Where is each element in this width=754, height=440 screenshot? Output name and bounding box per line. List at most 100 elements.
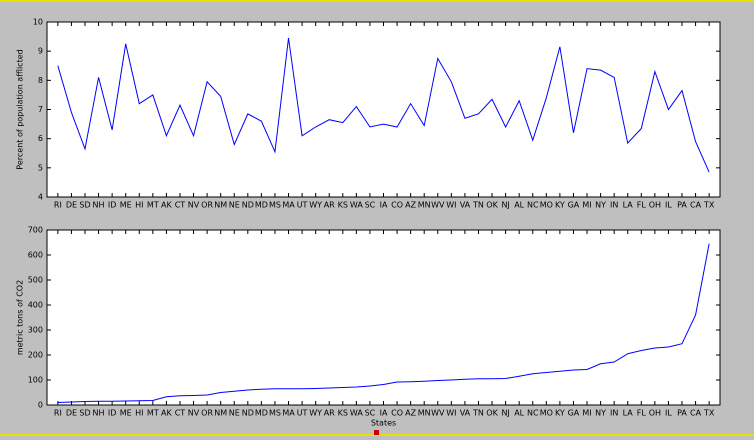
x-tick-label: CO xyxy=(391,201,403,210)
x-axis-label: States xyxy=(371,419,396,428)
x-tick-label: CA xyxy=(690,409,702,418)
y-tick-label: 700 xyxy=(28,226,43,235)
x-tick-label: OH xyxy=(649,201,661,210)
x-tick-label: VA xyxy=(460,201,471,210)
x-tick-label: HI xyxy=(135,201,143,210)
x-tick-label: NC xyxy=(527,409,539,418)
y-tick-label: 100 xyxy=(28,376,43,385)
x-tick-label: SC xyxy=(365,201,376,210)
x-tick-label: SD xyxy=(79,409,90,418)
x-tick-label: MN xyxy=(418,409,431,418)
x-tick-label: MT xyxy=(147,201,159,210)
x-tick-label: AZ xyxy=(405,201,416,210)
x-tick-label: OK xyxy=(486,409,498,418)
x-tick-label: TX xyxy=(703,409,715,418)
x-tick-label: FL xyxy=(637,201,647,210)
x-tick-label: NV xyxy=(188,409,200,418)
top-border xyxy=(0,0,754,2)
x-tick-label: WI xyxy=(446,409,456,418)
x-tick-label: AR xyxy=(324,409,335,418)
x-tick-label: AZ xyxy=(405,409,416,418)
y-tick-label: 10 xyxy=(33,18,43,27)
x-tick-label: NY xyxy=(595,201,606,210)
y-tick-label: 300 xyxy=(28,326,43,335)
x-tick-label: NV xyxy=(188,201,200,210)
x-tick-label: OR xyxy=(201,201,213,210)
plot-area xyxy=(47,230,720,405)
x-tick-label: NM xyxy=(214,201,227,210)
y-tick-label: 200 xyxy=(28,351,43,360)
x-tick-label: NJ xyxy=(501,409,509,418)
y-tick-label: 8 xyxy=(38,76,43,85)
x-tick-label: AK xyxy=(161,201,172,210)
x-tick-label: MI xyxy=(582,201,591,210)
x-tick-label: GA xyxy=(568,409,580,418)
resize-handle[interactable] xyxy=(374,430,379,435)
x-tick-label: ME xyxy=(120,201,132,210)
x-tick-label: MA xyxy=(282,409,295,418)
x-tick-label: UT xyxy=(297,201,308,210)
y-axis-label: Percent of population afflicted xyxy=(16,49,25,169)
y-tick-label: 5 xyxy=(38,163,43,172)
x-tick-label: PA xyxy=(677,201,687,210)
y-axis-label: metric tons of CO2 xyxy=(16,280,25,355)
x-tick-label: CA xyxy=(690,201,702,210)
x-tick-label: PA xyxy=(677,409,687,418)
x-tick-label: KS xyxy=(338,409,348,418)
x-tick-label: MN xyxy=(418,201,431,210)
x-tick-label: WY xyxy=(309,409,322,418)
y-tick-label: 6 xyxy=(38,134,43,143)
x-tick-label: WA xyxy=(350,201,363,210)
x-tick-label: IA xyxy=(380,201,388,210)
x-tick-label: WV xyxy=(431,201,445,210)
x-tick-label: NE xyxy=(229,409,240,418)
x-tick-label: MO xyxy=(540,201,553,210)
x-tick-label: KY xyxy=(555,409,565,418)
x-tick-label: FL xyxy=(637,409,647,418)
x-tick-label: TX xyxy=(703,201,715,210)
x-tick-label: UT xyxy=(297,409,308,418)
x-tick-label: VA xyxy=(460,409,471,418)
x-tick-label: KS xyxy=(338,201,348,210)
y-tick-label: 600 xyxy=(28,251,43,260)
x-tick-label: NC xyxy=(527,201,539,210)
x-tick-label: OR xyxy=(201,409,213,418)
data-line xyxy=(57,243,710,403)
x-tick-label: WI xyxy=(446,201,456,210)
x-tick-label: OK xyxy=(486,201,498,210)
x-tick-label: MD xyxy=(255,201,268,210)
x-tick-label: NM xyxy=(214,409,227,418)
data-line xyxy=(57,37,710,173)
x-tick-label: IA xyxy=(380,409,388,418)
x-tick-label: MD xyxy=(255,409,268,418)
x-tick-label: AR xyxy=(324,201,335,210)
x-tick-label: TN xyxy=(472,201,484,210)
x-tick-label: OH xyxy=(649,409,661,418)
x-tick-label: IL xyxy=(665,201,672,210)
x-tick-label: MS xyxy=(269,409,281,418)
x-tick-label: AL xyxy=(514,409,524,418)
x-tick-label: SD xyxy=(79,201,90,210)
x-tick-label: LA xyxy=(623,201,634,210)
x-tick-label: IL xyxy=(665,409,672,418)
x-tick-label: IN xyxy=(610,409,618,418)
plot-frame xyxy=(46,21,721,198)
plot-frame xyxy=(46,229,721,406)
x-tick-label: GA xyxy=(568,201,580,210)
x-tick-label: WY xyxy=(309,201,322,210)
x-tick-label: ID xyxy=(108,201,117,210)
x-tick-label: KY xyxy=(555,201,565,210)
x-tick-label: ND xyxy=(242,409,254,418)
x-tick-label: TN xyxy=(472,409,484,418)
x-tick-label: NJ xyxy=(501,201,509,210)
x-tick-label: DE xyxy=(66,409,77,418)
x-tick-label: HI xyxy=(135,409,143,418)
x-tick-label: MT xyxy=(147,409,159,418)
x-tick-label: ND xyxy=(242,201,254,210)
x-tick-label: NE xyxy=(229,201,240,210)
x-tick-label: MO xyxy=(540,409,553,418)
x-tick-label: NH xyxy=(93,409,105,418)
x-tick-label: CT xyxy=(175,201,186,210)
x-tick-label: IN xyxy=(610,201,618,210)
